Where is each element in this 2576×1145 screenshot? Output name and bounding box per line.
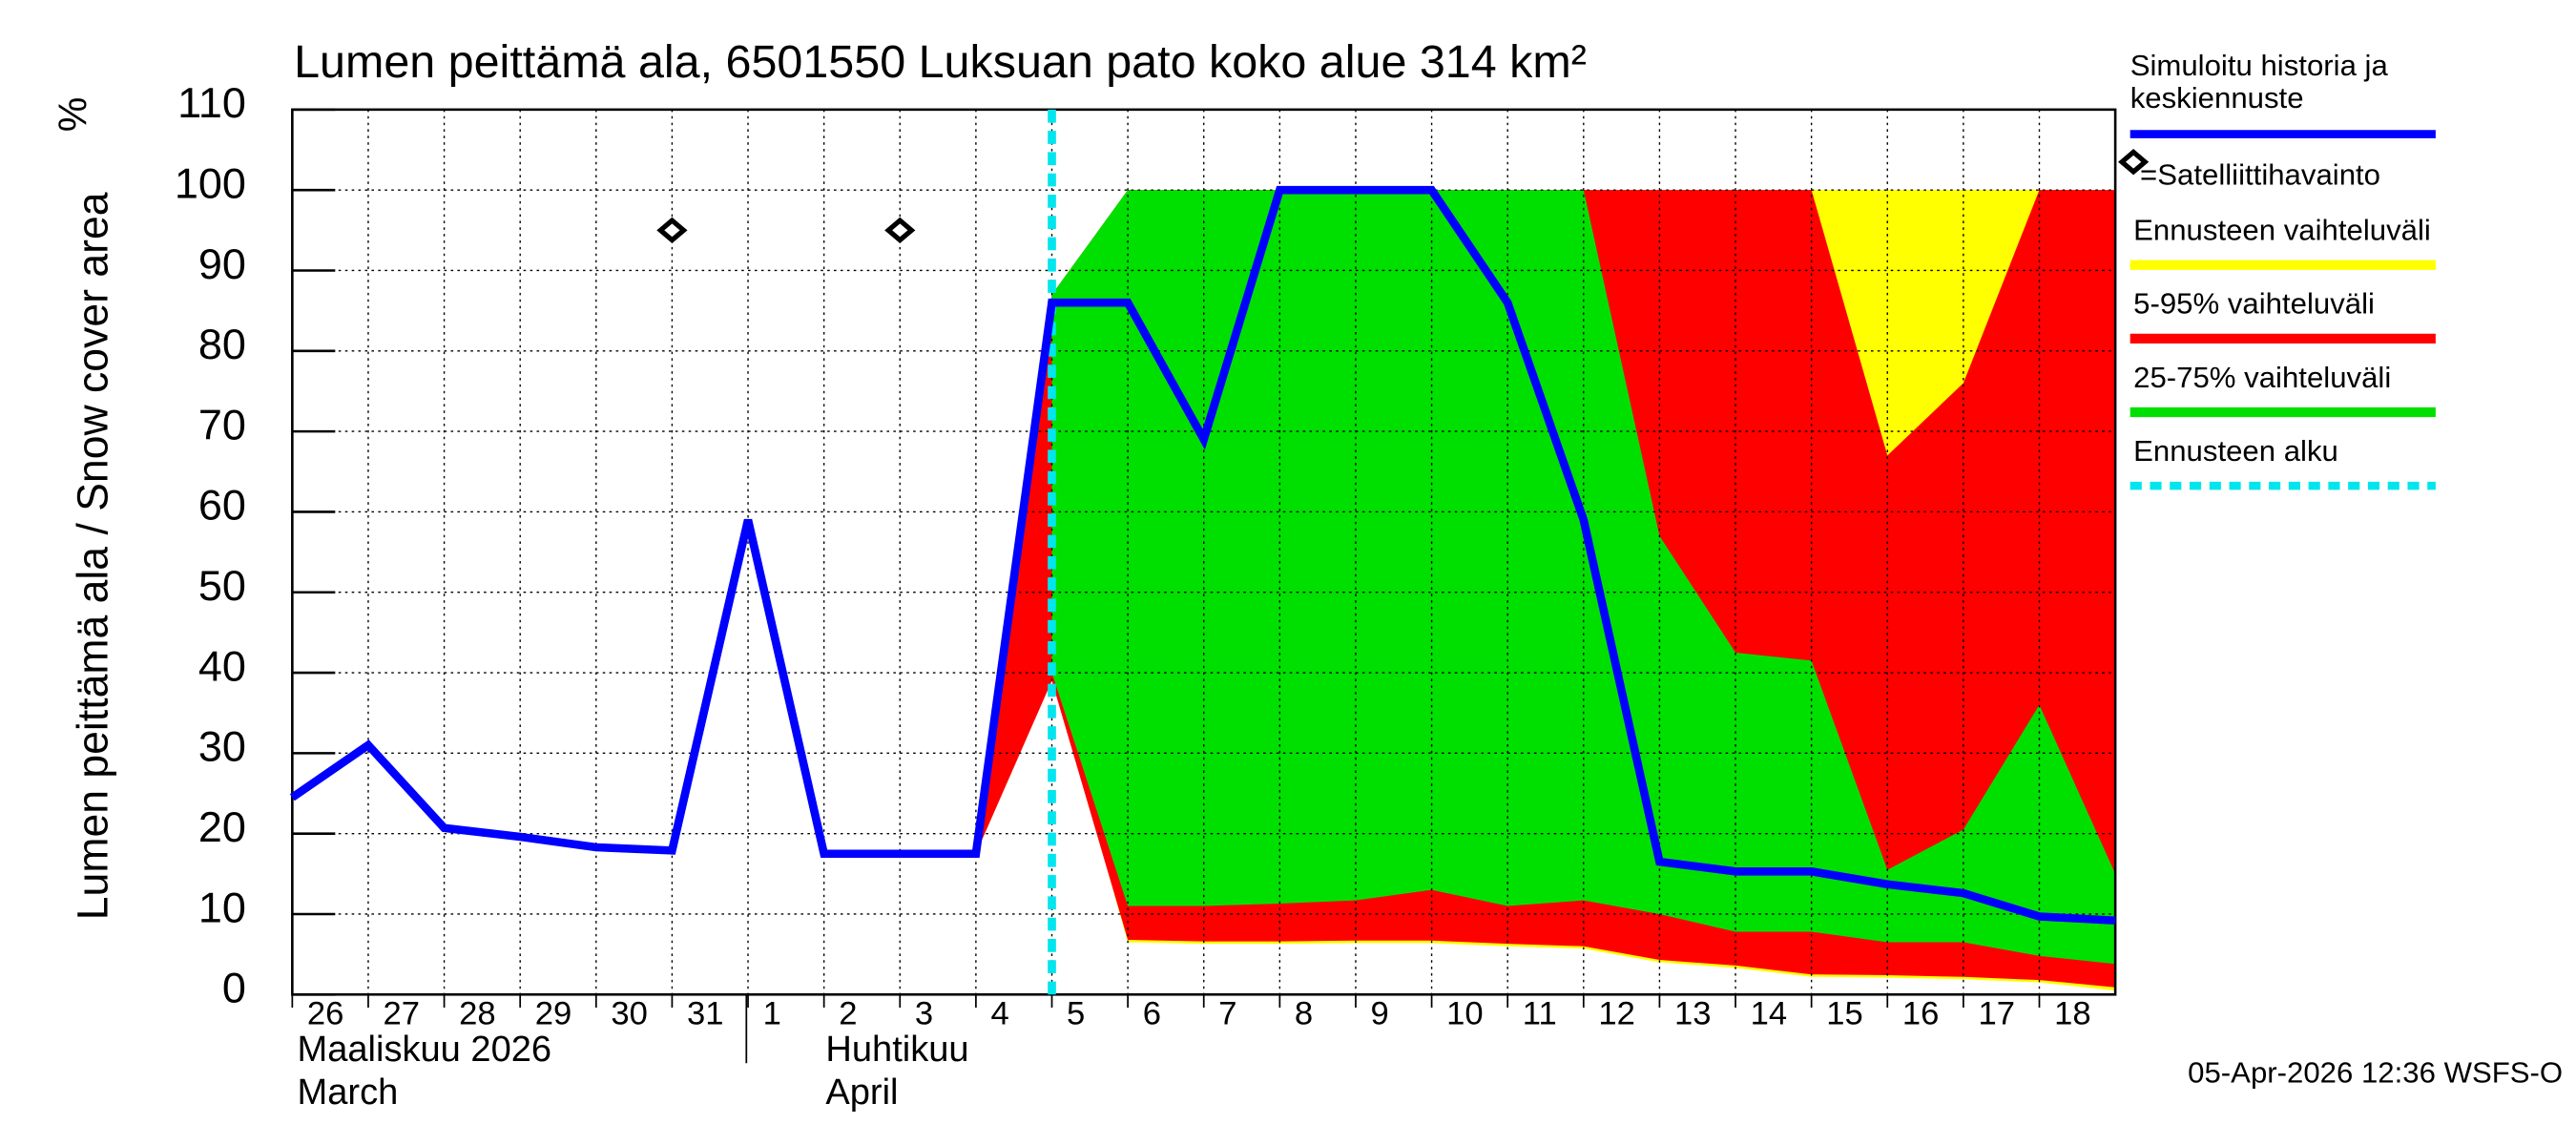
x-tick-label: 16 — [1902, 996, 1939, 1032]
x-tick-label: 18 — [2054, 996, 2090, 1032]
month-label: April — [825, 1072, 898, 1113]
legend-label: Ennusteen alku — [2133, 434, 2338, 468]
legend-label: Simuloitu historia ja keskiennuste — [2129, 49, 2388, 114]
x-tick-label: 12 — [1598, 996, 1634, 1032]
x-tick-label: 26 — [307, 996, 343, 1032]
foreground — [289, 185, 2116, 925]
y-tick-label: 90 — [198, 240, 246, 288]
plot-frame — [291, 108, 2117, 996]
x-tick-label: 17 — [1978, 996, 2014, 1032]
x-tick-label: 10 — [1446, 996, 1483, 1032]
satellite-marker — [656, 217, 688, 243]
x-tick-label: 13 — [1674, 996, 1711, 1032]
y-tick-label: 10 — [198, 885, 246, 932]
month-label: Maaliskuu 2026 — [298, 1030, 552, 1070]
y-tick-label: 100 — [175, 160, 246, 208]
legend-label: 5-95% vaihteluväli — [2133, 287, 2375, 321]
x-tick-label: 3 — [915, 996, 933, 1032]
legend-label: 25-75% vaihteluväli — [2133, 361, 2391, 394]
y-unit: % — [51, 97, 94, 133]
satellite-marker — [884, 217, 916, 243]
x-tick-label: 5 — [1067, 996, 1085, 1032]
band-area — [1051, 190, 2116, 965]
y-tick-label: 0 — [222, 965, 246, 1012]
y-tick-label: 50 — [198, 562, 246, 610]
x-tick-label: 27 — [384, 996, 420, 1032]
y-tick-label: 110 — [177, 79, 246, 127]
y-tick-label: 60 — [198, 482, 246, 530]
y-tick-label: 20 — [198, 803, 246, 851]
x-tick-label: 8 — [1295, 996, 1313, 1032]
legend-swatch — [2118, 149, 2150, 176]
bands — [975, 190, 2116, 991]
legend-label-box: Simuloitu historia ja keskiennuste — [2129, 49, 2388, 114]
x-tick-label: 14 — [1751, 996, 1787, 1032]
legend-label: =Satelliittihavainto — [2140, 157, 2380, 191]
x-tick-label: 31 — [687, 996, 723, 1032]
x-tick-label: 7 — [1218, 996, 1236, 1032]
footer: 05-Apr-2026 12:36 WSFS-O — [2188, 1056, 2563, 1090]
month-label: Huhtikuu — [825, 1030, 968, 1070]
month-label: March — [298, 1072, 399, 1113]
x-tick-label: 1 — [763, 996, 781, 1032]
y-tick-label: 40 — [198, 643, 246, 691]
chart-title: Lumen peittämä ala, 6501550 Luksuan pato… — [294, 36, 1587, 88]
x-tick-label: 6 — [1143, 996, 1161, 1032]
y-axis-label: Lumen peittämä ala / Snow cover area — [69, 192, 116, 920]
x-tick-label: 30 — [611, 996, 647, 1032]
x-tick-label: 9 — [1371, 996, 1389, 1032]
x-tick-label: 11 — [1523, 996, 1557, 1032]
x-tick-label: 28 — [459, 996, 495, 1032]
median-line — [289, 185, 2116, 925]
legend-label: Ennusteen vaihteluväli — [2133, 214, 2431, 247]
x-tick-label: 29 — [535, 996, 571, 1032]
x-tick-label: 2 — [839, 996, 857, 1032]
x-tick-label: 4 — [990, 996, 1008, 1032]
y-tick-label: 80 — [198, 321, 246, 368]
y-tick-label: 70 — [198, 402, 246, 449]
y-tick-label: 30 — [198, 723, 246, 771]
x-tick-label: 15 — [1826, 996, 1862, 1032]
